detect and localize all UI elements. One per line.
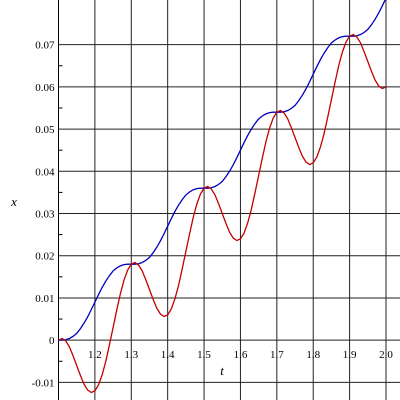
y-tick-label: 0 bbox=[49, 335, 55, 347]
x-tick-label: 1.5 bbox=[197, 349, 211, 361]
y-tick-label: 0.02 bbox=[35, 251, 54, 263]
x-axis-label: t bbox=[220, 363, 224, 378]
x-tick-label: 2.0 bbox=[379, 349, 393, 361]
curve bbox=[58, 0, 386, 341]
x-tick-label: 1.4 bbox=[161, 349, 175, 361]
x-tick-label: 1.6 bbox=[234, 349, 248, 361]
y-axis-label: x bbox=[10, 194, 17, 209]
plot-area bbox=[58, 0, 387, 394]
x-tick-label: 1.8 bbox=[306, 349, 320, 361]
y-tick-label: 0.01 bbox=[35, 293, 54, 305]
x-tick-label: 1.7 bbox=[270, 349, 284, 361]
y-tick-label: 0.06 bbox=[35, 82, 55, 94]
x-tick-label: 1.2 bbox=[88, 349, 102, 361]
x-tick-label: 1.3 bbox=[124, 349, 138, 361]
grid: -0.01 0 0.01 0.02 0.03 0.04 0.05 0.06 0.07 1.2 1.3… bbox=[32, 0, 400, 400]
x-tick-label: 1.9 bbox=[343, 349, 357, 361]
y-tick-label: 0.07 bbox=[35, 40, 55, 52]
y-tick-label: 0.03 bbox=[35, 209, 55, 221]
y-tick-label: -0.01 bbox=[32, 377, 55, 389]
y-tick-label: 0.04 bbox=[35, 166, 55, 178]
y-tick-label: 0.05 bbox=[35, 124, 55, 136]
curve bbox=[58, 33, 387, 394]
